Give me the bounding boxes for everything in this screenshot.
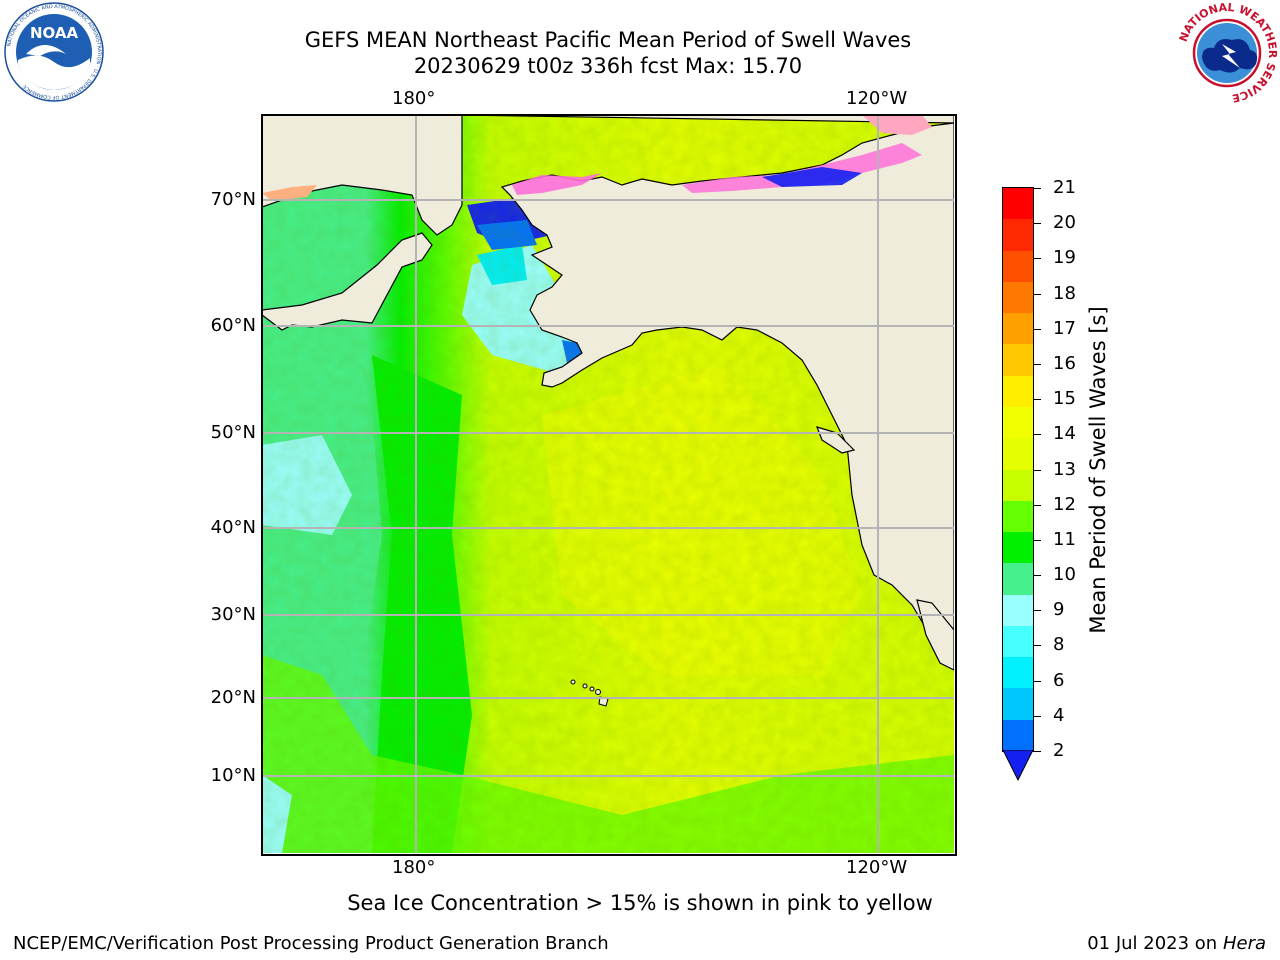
lon-label-top-120w: 120°W xyxy=(846,88,908,109)
footer-date: 01 Jul 2023 on Hera xyxy=(1087,933,1266,954)
noaa-logo: NOAA NATIONAL OCEANIC AND ATMOSPHERIC AD… xyxy=(4,2,104,102)
colorbar-segment xyxy=(1003,657,1033,689)
colorbar-segment xyxy=(1003,188,1033,220)
nws-logo: NATIONAL WEATHER SERVICE xyxy=(1177,2,1278,104)
colorbar-border xyxy=(1002,187,1034,752)
map-title: GEFS MEAN Northeast Pacific Mean Period … xyxy=(304,28,912,52)
colorbar-segment xyxy=(1003,219,1033,252)
colorbar-segment xyxy=(1003,532,1033,564)
colorbar-tick xyxy=(1033,575,1041,577)
lat-label-10n: 10°N xyxy=(210,765,256,786)
hawaii-islands xyxy=(570,679,609,707)
sea-ice-chukchi xyxy=(512,173,602,195)
swell-period-map xyxy=(262,115,954,853)
colorbar-tick-label: 6 xyxy=(1053,669,1065,691)
colorbar-tick-label: 20 xyxy=(1053,212,1076,234)
colorbar-segment xyxy=(1003,688,1033,721)
colorbar-tick xyxy=(1033,399,1041,401)
colorbar-tick xyxy=(1033,469,1041,471)
colorbar-tick xyxy=(1033,645,1041,647)
colorbar-tick xyxy=(1033,539,1041,541)
colorbar-tick xyxy=(1033,258,1041,260)
sea-ice-beaufort xyxy=(682,143,922,193)
colorbar-label: Mean Period of Swell Waves [s] xyxy=(1086,306,1110,634)
colorbar-segment xyxy=(1003,625,1033,658)
colorbar-tick xyxy=(1033,328,1041,330)
colorbar-tick xyxy=(1033,715,1041,717)
sea-ice-arctic-top xyxy=(862,115,932,135)
footer-date-text: 01 Jul 2023 on xyxy=(1087,933,1218,954)
colorbar-tick xyxy=(1033,610,1041,612)
colorbar-tick-label: 18 xyxy=(1053,282,1076,304)
colorbar-tick xyxy=(1033,680,1041,682)
colorbar-tick-label: 2 xyxy=(1053,740,1065,761)
colorbar-tick xyxy=(1033,434,1041,436)
colorbar-tick-label: 12 xyxy=(1053,493,1076,515)
colorbar-segment xyxy=(1003,375,1033,408)
colorbar-tick xyxy=(1033,293,1041,295)
colorbar-tick-label: 13 xyxy=(1053,458,1076,480)
colorbar-tick xyxy=(1033,188,1041,189)
colorbar-tick-label: 11 xyxy=(1053,528,1076,550)
colorbar-tick-label: 14 xyxy=(1053,423,1076,445)
latitude-gridlines xyxy=(262,199,954,777)
colorbar-segment xyxy=(1003,313,1033,345)
lat-label-60n: 60°N xyxy=(210,315,256,336)
lat-label-40n: 40°N xyxy=(210,517,256,538)
lon-label-bottom-180: 180° xyxy=(392,857,436,878)
colorbar-segment xyxy=(1003,250,1033,283)
colorbar-tick-label: 21 xyxy=(1053,177,1076,198)
land-mexico xyxy=(916,599,954,671)
noaa-logo-text: NOAA xyxy=(30,24,79,42)
colorbar-tick-label: 8 xyxy=(1053,634,1065,656)
colorbar-tick-label: 16 xyxy=(1053,352,1076,374)
colorbar-under-arrow xyxy=(1002,750,1034,782)
colorbar xyxy=(1003,188,1033,752)
colorbar-tick-label: 10 xyxy=(1053,564,1076,586)
land-north-america xyxy=(461,115,954,671)
lat-label-30n: 30°N xyxy=(210,604,256,625)
lon-label-bottom-120w: 120°W xyxy=(846,857,908,878)
colorbar-segment xyxy=(1003,406,1033,439)
lat-label-20n: 20°N xyxy=(210,687,256,708)
colorbar-tick xyxy=(1033,751,1041,752)
footer-credit: NCEP/EMC/Verification Post Processing Pr… xyxy=(13,933,609,954)
colorbar-segment xyxy=(1003,594,1033,627)
colorbar-segment xyxy=(1003,438,1033,470)
footer-host: Hera xyxy=(1222,933,1266,954)
colorbar-tick-label: 9 xyxy=(1053,599,1065,621)
longitude-gridlines xyxy=(415,115,879,853)
colorbar-tick-label: 19 xyxy=(1053,247,1076,269)
colorbar-segment xyxy=(1003,281,1033,314)
lat-label-70n: 70°N xyxy=(210,189,256,210)
colorbar-segment xyxy=(1003,469,1033,502)
colorbar-segment xyxy=(1003,719,1033,752)
colorbar-tick-label: 4 xyxy=(1053,704,1065,726)
colorbar-tick-label: 15 xyxy=(1053,388,1076,410)
colorbar-tick xyxy=(1033,363,1041,365)
lon-label-top-180: 180° xyxy=(392,88,436,109)
colorbar-tick xyxy=(1033,223,1041,225)
map-panel xyxy=(262,115,954,853)
colorbar-segment xyxy=(1003,563,1033,596)
colorbar-segment xyxy=(1003,500,1033,533)
sea-ice-note: Sea Ice Concentration > 15% is shown in … xyxy=(347,891,933,915)
colorbar-tick xyxy=(1033,504,1041,506)
sea-ice-beaufort-deep xyxy=(762,167,862,187)
lat-label-50n: 50°N xyxy=(210,422,256,443)
sea-ice-east-siberia xyxy=(262,185,317,201)
map-subtitle: 20230629 t00z 336h fcst Max: 15.70 xyxy=(413,54,803,78)
colorbar-segment xyxy=(1003,344,1033,377)
colorbar-tick-label: 17 xyxy=(1053,317,1076,339)
